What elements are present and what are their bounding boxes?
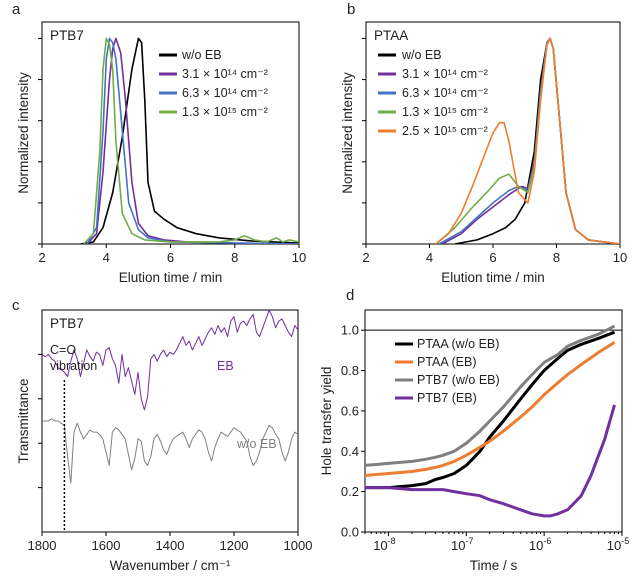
x-tick-label: 8 (231, 250, 238, 265)
y-tick-label: 0.0 (341, 525, 359, 540)
x-axis-label: Wavenumber / cm⁻¹ (110, 558, 231, 573)
x-tick-label: 10 (613, 250, 627, 265)
x-tick-label: 1400 (156, 538, 185, 553)
y-tick-label: 0.8 (341, 363, 359, 378)
legend-label: PTB7 (w/o EB) (417, 373, 500, 387)
panel-letter-b: b (347, 1, 355, 18)
x-tick-label: 1000 (284, 538, 313, 553)
x-tick-label: 1600 (92, 538, 121, 553)
x-tick-label: 4 (103, 250, 110, 265)
legend-label: PTAA (EB) (417, 355, 477, 369)
x-tick-label: 1200 (220, 538, 249, 553)
x-tick-label: 2 (38, 250, 45, 265)
y-axis-label: Normalized intensity (340, 72, 355, 194)
series-line-2 (365, 324, 616, 467)
series-line-1 (365, 341, 616, 477)
panel-tag: PTB7 (50, 28, 84, 43)
y-tick-label: 1.0 (341, 323, 359, 338)
series-line-0 (42, 310, 298, 411)
panel-a: 2 4 6 8 10 Elution time / min Normalized inten… (16, 21, 306, 285)
legend-label: PTAA (w/o EB) (417, 337, 499, 351)
legend-label: w/o EB (181, 48, 222, 62)
y-tick-label: 0.6 (341, 403, 359, 418)
x-axis-label: Time / s (470, 558, 518, 573)
legend-label: 3.1 × 10¹⁴ cm⁻² (402, 67, 488, 81)
x-tick-label: 8 (553, 250, 560, 265)
x-tick-label: 4 (426, 250, 433, 265)
legend-label: 1.3 × 10¹⁵ cm⁻² (402, 105, 488, 119)
legend-label: PTB7 (EB) (417, 391, 477, 405)
series-line-3 (83, 37, 299, 244)
series-label-wo-eb: w/o EB (236, 437, 277, 451)
x-tick-label: 10-5 (607, 536, 629, 553)
panel-tag: PTB7 (50, 316, 84, 331)
legend-label: 1.3 × 10¹⁵ cm⁻² (182, 105, 268, 119)
y-axis-label: Hole transfer yield (319, 367, 334, 476)
legend-label: w/o EB (401, 48, 442, 62)
x-tick-label: 10-7 (451, 536, 473, 553)
y-tick-label: 0.2 (341, 484, 359, 499)
annotation-text: vibration (50, 359, 97, 373)
legend-label: 2.5 × 10¹⁵ cm⁻² (402, 124, 488, 138)
x-tick-label: 6 (167, 250, 174, 265)
x-tick-label: 1800 (28, 538, 57, 553)
x-axis-label: Elution time / min (119, 270, 223, 285)
x-tick-label: 10-6 (529, 536, 551, 553)
x-tick-label: 10-8 (373, 536, 395, 553)
panel-tag: PTAA (374, 28, 408, 43)
panel-c: 1800 1600 1400 1200 1000 Wavenumber / cm⁻¹ Tra… (16, 309, 313, 573)
y-axis-label: Transmittance (16, 378, 31, 463)
series-line-0 (80, 37, 299, 244)
legend-label: 6.3 × 10¹⁴ cm⁻² (402, 86, 488, 100)
series-line-4 (435, 37, 620, 244)
x-tick-label: 6 (489, 250, 496, 265)
panel-letter-a: a (12, 1, 21, 18)
plot-frame (41, 309, 299, 533)
y-axis-label: Normalized intensity (16, 72, 31, 194)
plot-frame (364, 309, 623, 533)
series-line-3 (365, 404, 616, 518)
y-tick-label: 0.4 (341, 444, 359, 459)
panel-d: 10-8 10-7 10-6 10-5 0.0 0.2 0.4 0.6 0.8 1.0 Time /… (319, 309, 629, 573)
series-line-1 (42, 418, 298, 484)
x-axis-label: Elution time / min (441, 270, 545, 285)
series-label-eb: EB (217, 359, 234, 373)
panel-b: 2 4 6 8 10 Elution time / min Normalized inten… (340, 21, 627, 285)
panel-letter-d: d (346, 287, 354, 304)
x-tick-label: 2 (362, 250, 369, 265)
x-tick-label: 10 (292, 250, 306, 265)
legend-label: 3.1 × 10¹⁴ cm⁻² (182, 67, 268, 81)
legend-label: 6.3 × 10¹⁴ cm⁻² (182, 86, 268, 100)
panel-letter-c: c (12, 297, 20, 314)
annotation-text: C=O (50, 343, 76, 357)
series-line-0 (365, 330, 616, 490)
